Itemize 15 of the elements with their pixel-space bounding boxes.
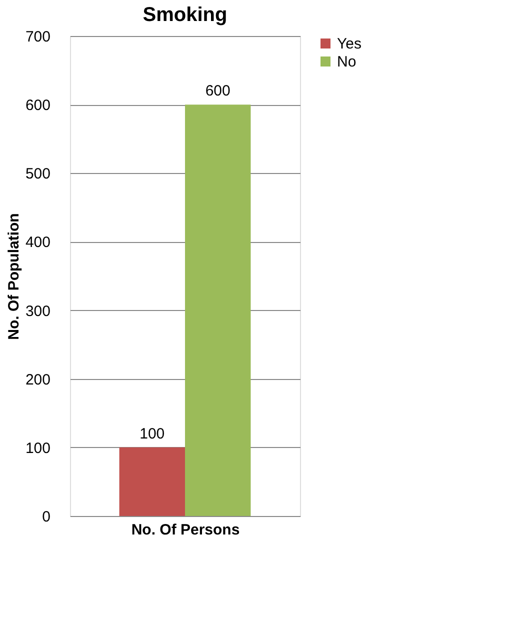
legend-label: No [337, 54, 356, 70]
x-axis-title: No. Of Persons [131, 522, 240, 538]
legend-label: Yes [337, 36, 362, 52]
y-tick-label: 700 [25, 28, 50, 46]
data-label: 100 [140, 425, 165, 442]
y-tick-label: 0 [42, 508, 50, 526]
chart-title: Smoking [142, 4, 228, 26]
y-tick-label: 400 [25, 234, 50, 252]
y-tick-label: 300 [25, 302, 50, 320]
y-tick-label: 500 [25, 166, 50, 183]
y-tick-label: 600 [25, 97, 50, 114]
y-tick-label: 200 [25, 371, 50, 388]
y-axis-title: No. Of Population [5, 213, 22, 340]
y-tick-label: 100 [25, 440, 50, 457]
data-label: 600 [205, 82, 230, 100]
